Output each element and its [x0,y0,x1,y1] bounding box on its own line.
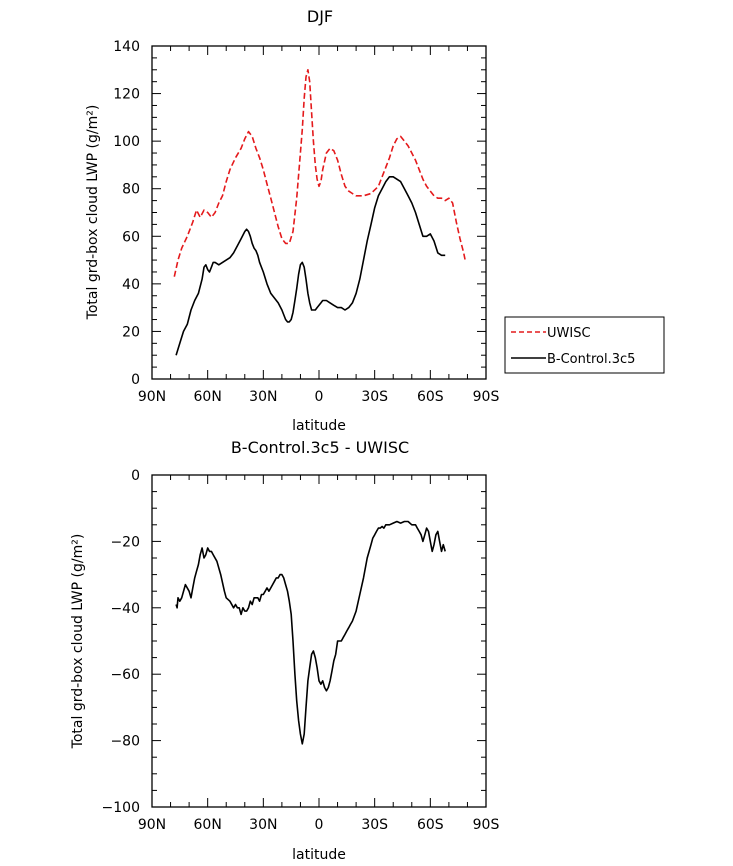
bottom-axis-tick-labels: 90N 60N 30N 0 30S 60S 90S −100 −80 −60 −40 −20 0 [102,468,500,833]
bottom-series-lines [175,520,446,745]
legend: UWISC B-Control.3c5 [504,316,665,374]
top-series-lines [173,69,467,356]
bottom-chart: B-Control.3c5 - UWISC 90N 60N 30N 0 30S 60S 90… [70,438,499,863]
top-y-tick-label: 100 [113,134,140,150]
legend-label-uwisc: UWISC [547,326,591,341]
bottom-x-tick-label: 90N [138,817,166,833]
top-y-tick-label: 20 [122,324,140,340]
top-series-line-1 [173,69,467,277]
top-y-tick-label: 60 [122,229,140,245]
bottom-chart-title: B-Control.3c5 - UWISC [231,438,409,457]
top-y-tick-label: 0 [131,372,140,388]
legend-box [504,316,665,374]
legend-label-control: B-Control.3c5 [547,352,635,367]
top-x-axis-label: latitude [292,418,346,434]
bottom-y-tick-label: −80 [110,734,140,750]
bottom-x-tick-label: 90S [473,817,500,833]
bottom-y-tick-label: 0 [131,468,140,484]
bottom-plot-frame [151,474,487,808]
bottom-x-tick-label: 30S [361,817,388,833]
bottom-y-axis-label: Total grd-box cloud LWP (g/m²) [70,534,86,750]
top-axis-tick-labels: 90N 60N 30N 0 30S 60S 90S 0 20 40 60 80 100 120 140 [113,39,499,405]
top-x-tick-label: 0 [315,389,324,405]
bottom-y-tick-label: −40 [110,601,140,617]
top-x-tick-label: 30S [361,389,388,405]
top-series-line-2 [175,176,446,356]
top-chart-title: DJF [307,7,333,26]
bottom-series-line-1 [175,520,446,745]
bottom-y-tick-label: −60 [110,667,140,683]
top-x-tick-label: 90N [138,389,166,405]
bottom-x-tick-label: 60S [417,817,444,833]
bottom-axis-ticks [151,474,487,808]
bottom-x-axis-label: latitude [292,847,346,863]
top-axis-ticks [151,45,487,380]
top-x-tick-label: 60S [417,389,444,405]
bottom-x-tick-label: 60N [194,817,222,833]
top-y-tick-label: 40 [122,277,140,293]
bottom-y-tick-label: −20 [110,534,140,550]
top-y-tick-label: 80 [122,182,140,198]
bottom-y-tick-label: −100 [102,800,140,816]
top-y-tick-label: 140 [113,39,140,55]
bottom-x-tick-label: 30N [249,817,277,833]
top-x-tick-label: 90S [473,389,500,405]
top-y-tick-label: 120 [113,87,140,103]
top-chart: DJF 90N 60N 30N 0 30S 60S 90S 0 20 40 60 80 100 120 14… [85,7,499,434]
top-x-tick-label: 60N [194,389,222,405]
top-y-axis-label: Total grd-box cloud LWP (g/m²) [85,105,101,321]
bottom-x-tick-label: 0 [315,817,324,833]
top-x-tick-label: 30N [249,389,277,405]
